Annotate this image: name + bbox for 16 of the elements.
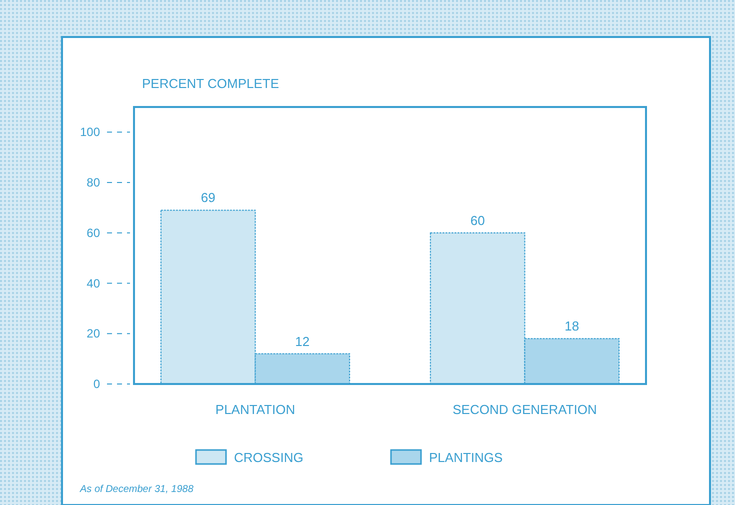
data-label: 12 (295, 334, 310, 349)
x-tick-label: SECOND GENERATION (452, 402, 597, 417)
legend-label: CROSSING (234, 450, 304, 465)
text: As of December 31, 1988 (79, 484, 194, 495)
y-tick-label: 60 (86, 226, 100, 240)
y-tick-label: 20 (86, 326, 100, 341)
data-label: 60 (470, 212, 485, 228)
y-tick-label: 0 (93, 377, 100, 391)
y-axis-title: PERCENT COMPLETE (142, 76, 280, 91)
y-tick-label: 40 (86, 276, 100, 290)
x-tick-label: PLANTATION (215, 402, 296, 417)
data-label: 69 (200, 190, 216, 206)
y-tick-label: 100 (80, 125, 100, 140)
y-tick-label: 80 (86, 176, 100, 190)
legend-label: PLANTINGS (429, 450, 504, 465)
data-label: 18 (564, 318, 580, 334)
